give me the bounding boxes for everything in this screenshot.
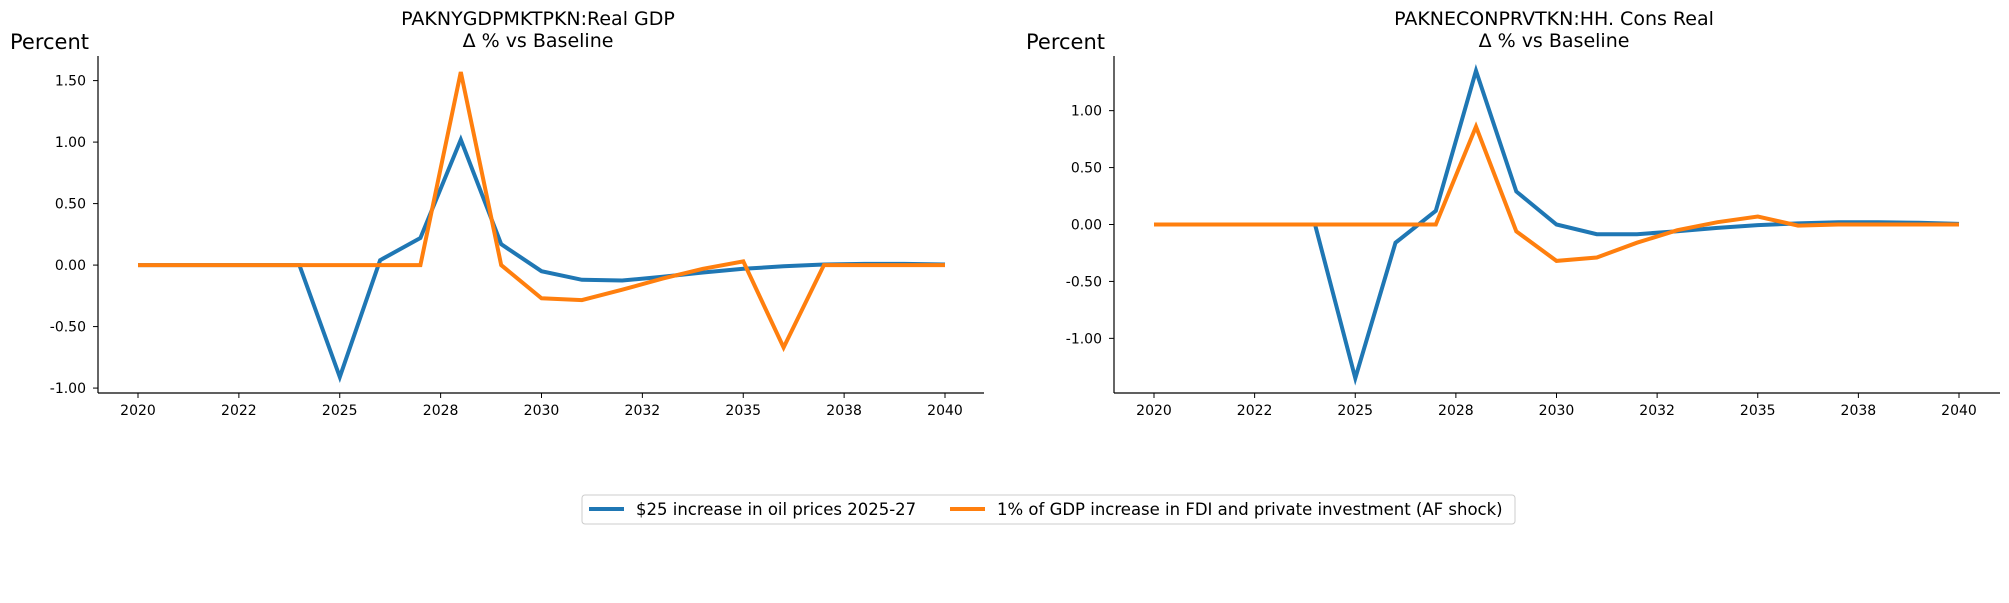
x-tick-label: 2028 [423,403,459,419]
chart-panel-real-gdp: PAKNYGDPMKTPKN:Real GDP Δ % vs Baseline … [10,8,984,419]
x-tick-label: 2035 [1740,403,1776,419]
series-line-1 [138,134,946,384]
series-line-2 [138,71,945,353]
y-tick-label: 0.50 [55,197,86,213]
legend-label-series-1: $25 increase in oil prices 2025-27 [636,500,916,519]
y-tick-label: 1.00 [55,135,86,151]
chart-subtitle: Δ % vs Baseline [463,30,614,52]
x-tick-label: 2038 [1841,403,1877,419]
x-tick-label: 2038 [826,403,862,419]
x-tick-label: 2040 [1941,403,1977,419]
y-tick-label: -1.00 [50,381,86,397]
y-tick-label: 0.00 [55,258,86,274]
y-axis-label: Percent [10,30,89,54]
x-tick-label: 2030 [1539,403,1575,419]
y-tick-label: -0.50 [1066,274,1102,290]
chart-subtitle: Δ % vs Baseline [1479,30,1630,52]
x-tick-label: 2028 [1438,403,1474,419]
chart-title: PAKNECONPRVTKN:HH. Cons Real [1394,8,1714,30]
y-axis-label: Percent [1026,30,1105,54]
y-tick-label: -0.50 [50,320,86,336]
x-tick-label: 2040 [927,403,963,419]
x-tick-label: 2022 [1237,403,1273,419]
y-tick-label: 0.00 [1071,218,1102,234]
x-tick-label: 2032 [1639,403,1675,419]
y-tick-label: -1.00 [1066,331,1102,347]
legend: $25 increase in oil prices 2025-27 1% of… [581,494,1516,525]
x-tick-label: 2035 [725,403,761,419]
x-tick-label: 2030 [524,403,560,419]
x-tick-label: 2025 [322,403,358,419]
legend-frame [581,494,1516,525]
x-tick-label: 2020 [120,403,156,419]
x-tick-label: 2020 [1136,403,1172,419]
series-line-2 [1154,121,1959,263]
y-tick-label: 1.00 [1071,104,1102,120]
chart-panel-hh-cons-real: PAKNECONPRVTKN:HH. Cons Real Δ % vs Base… [1026,8,2000,419]
x-tick-label: 2032 [625,403,661,419]
chart-title: PAKNYGDPMKTPKN:Real GDP [401,8,675,30]
x-tick-label: 2025 [1337,403,1373,419]
x-tick-label: 2022 [221,403,257,419]
legend-label-series-2: 1% of GDP increase in FDI and private in… [997,500,1503,519]
y-tick-label: 1.50 [55,74,86,90]
y-tick-label: 0.50 [1071,161,1102,177]
